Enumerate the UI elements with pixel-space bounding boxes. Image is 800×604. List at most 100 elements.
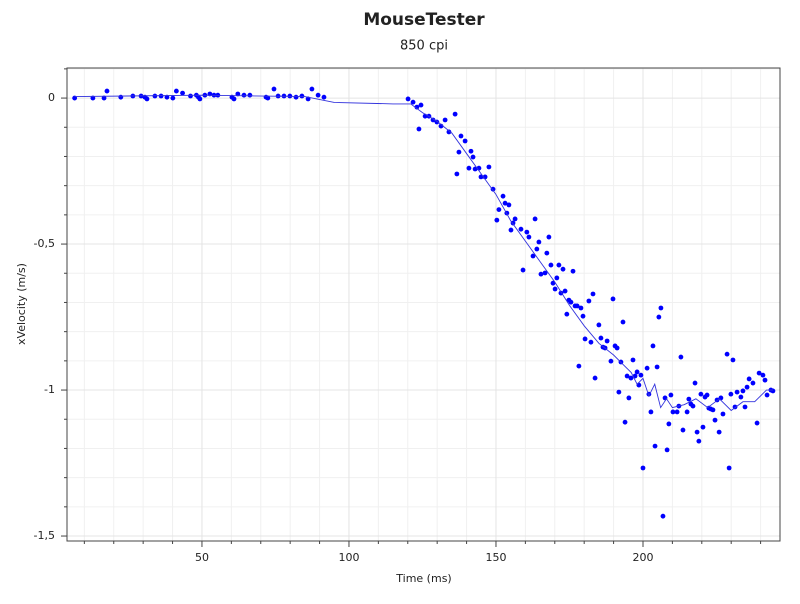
point [626, 395, 632, 401]
point [744, 384, 750, 390]
point [554, 275, 560, 281]
point [170, 95, 176, 101]
point [588, 339, 594, 345]
point [734, 389, 740, 395]
point [648, 409, 654, 415]
point [235, 91, 241, 97]
point [730, 357, 736, 363]
point [764, 392, 770, 398]
point [724, 351, 730, 357]
point [544, 250, 550, 256]
point [740, 388, 746, 394]
point [610, 296, 616, 302]
point [664, 447, 670, 453]
point [638, 372, 644, 378]
point [614, 345, 620, 351]
x-tick-label: 200 [632, 551, 653, 564]
point [452, 111, 458, 117]
point [546, 234, 552, 240]
point [650, 343, 656, 349]
point [414, 104, 420, 110]
point [678, 354, 684, 360]
point [442, 117, 448, 123]
point [668, 392, 674, 398]
point [180, 90, 185, 96]
point [696, 438, 702, 444]
point [321, 94, 327, 100]
point [410, 99, 416, 105]
point [506, 202, 512, 208]
point [418, 102, 424, 108]
point [574, 303, 580, 309]
point [654, 364, 660, 370]
point [760, 372, 766, 378]
point [716, 429, 722, 435]
point [416, 126, 422, 132]
point [598, 335, 604, 341]
point [512, 216, 518, 222]
point [462, 138, 468, 144]
point [710, 407, 716, 413]
chart-title: MouseTester [363, 10, 485, 30]
point [754, 420, 760, 426]
x-tick-label: 100 [338, 551, 359, 564]
point [518, 226, 524, 232]
point [692, 380, 698, 386]
point [526, 234, 532, 240]
point [680, 427, 686, 433]
point [684, 409, 690, 415]
point [536, 239, 542, 245]
point [704, 392, 710, 398]
point [658, 305, 664, 311]
point [494, 217, 500, 223]
point [580, 313, 586, 319]
point [604, 338, 610, 344]
point [446, 129, 452, 135]
line [74, 94, 773, 412]
point [660, 513, 666, 519]
point [628, 375, 634, 381]
point [104, 88, 110, 94]
point [670, 409, 676, 415]
point [538, 271, 544, 277]
point [241, 92, 247, 98]
point [720, 411, 726, 417]
point [690, 403, 696, 409]
point [496, 207, 502, 213]
point [622, 419, 628, 425]
y-tick-label: -1,5 [34, 529, 55, 542]
point [608, 358, 614, 364]
point [293, 94, 299, 100]
point [405, 96, 411, 102]
point [562, 288, 568, 294]
point [271, 86, 277, 92]
point [742, 404, 748, 410]
y-tick-label: 0 [48, 91, 55, 104]
point [309, 86, 315, 92]
point [173, 88, 179, 94]
point [315, 92, 321, 98]
y-tick-label: -0,5 [34, 237, 55, 250]
point [634, 369, 640, 375]
point [468, 148, 474, 154]
point [616, 389, 622, 395]
point [530, 253, 536, 259]
point [592, 375, 598, 381]
point [624, 373, 630, 379]
point [700, 424, 706, 430]
point [144, 96, 150, 102]
point [746, 376, 752, 382]
point [524, 229, 530, 235]
point [666, 421, 672, 427]
point [698, 391, 704, 397]
point [750, 380, 756, 386]
x-axis-label: Time (ms) [395, 572, 451, 585]
point [576, 363, 582, 369]
point [712, 417, 718, 423]
point [582, 336, 588, 342]
point [570, 268, 576, 274]
point [770, 388, 776, 394]
point [197, 96, 203, 102]
